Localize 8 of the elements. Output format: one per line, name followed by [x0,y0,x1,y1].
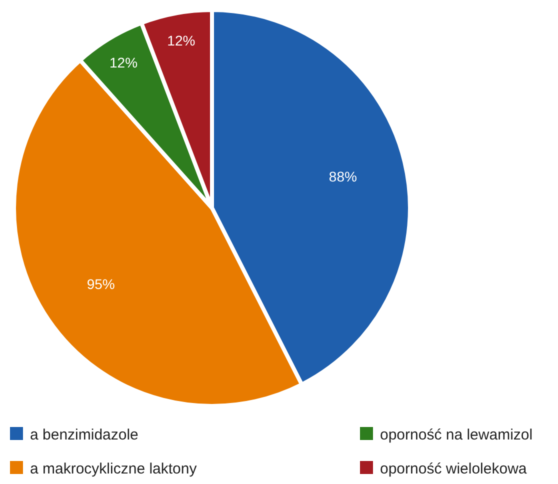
data-label: 12% [110,54,138,70]
legend-label: oporność na lewamizol [380,426,533,444]
legend-label: a benzimidazole [30,426,138,444]
data-label: 88% [328,168,357,185]
data-label: 12% [167,32,196,48]
legend-label: oporność wielolekowa [380,460,528,478]
data-label: 95% [86,276,115,292]
legend-label: a makrocykliczne laktony [30,460,198,478]
